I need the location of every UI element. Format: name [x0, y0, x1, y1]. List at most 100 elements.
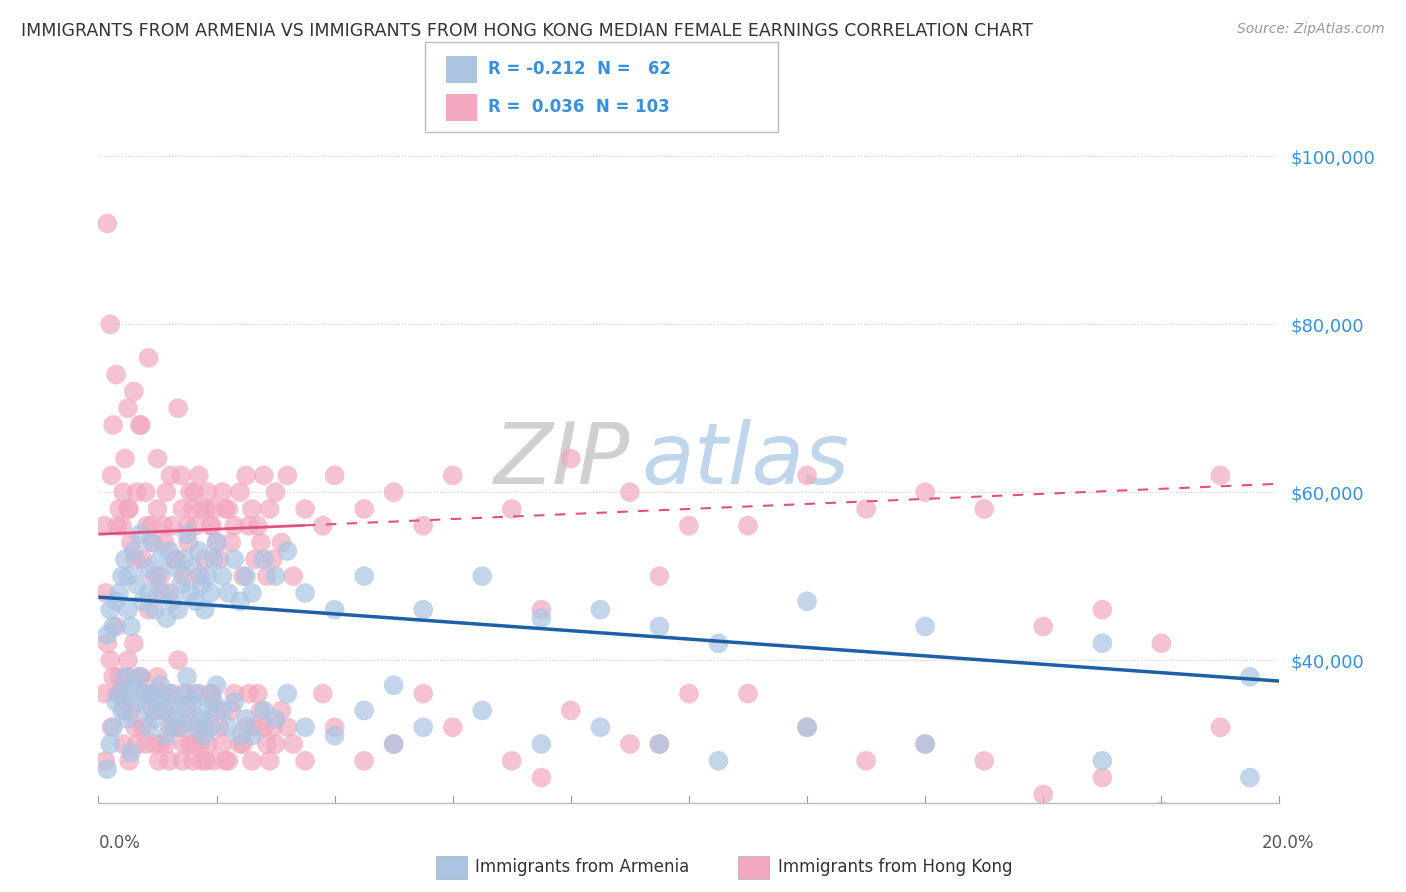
Point [1032, 619, 1054, 633]
Point [187, 468, 209, 483]
Point [165, 720, 187, 734]
Point [103, 670, 125, 684]
Point [973, 754, 995, 768]
Point [191, 577, 214, 591]
Point [179, 586, 201, 600]
Point [796, 594, 818, 608]
Point [138, 603, 160, 617]
Point [173, 552, 195, 566]
Point [707, 754, 730, 768]
Point [796, 720, 818, 734]
Point [855, 502, 877, 516]
Point [200, 687, 222, 701]
Point [197, 703, 219, 717]
Point [283, 569, 305, 583]
Point [124, 720, 146, 734]
Point [125, 485, 148, 500]
Point [112, 737, 135, 751]
Point [276, 687, 298, 701]
Point [94, 586, 117, 600]
Point [105, 594, 128, 608]
Point [94, 754, 117, 768]
Point [188, 569, 211, 583]
Point [105, 695, 128, 709]
Point [197, 485, 219, 500]
Point [202, 552, 225, 566]
Point [202, 754, 225, 768]
Point [560, 451, 582, 466]
Point [184, 687, 207, 701]
Point [441, 468, 464, 483]
Point [108, 687, 131, 701]
Point [129, 670, 152, 684]
Point [1239, 771, 1261, 785]
Point [253, 468, 276, 483]
Point [138, 720, 160, 734]
Point [214, 502, 236, 516]
Point [191, 754, 214, 768]
Point [167, 653, 190, 667]
Point [221, 535, 243, 549]
Point [176, 687, 198, 701]
Point [111, 687, 134, 701]
Point [120, 703, 142, 717]
Point [238, 518, 260, 533]
Point [471, 703, 494, 717]
Point [152, 586, 174, 600]
Point [184, 594, 207, 608]
Point [122, 678, 145, 692]
Point [589, 720, 612, 734]
Point [117, 653, 139, 667]
Point [205, 678, 228, 692]
Point [202, 695, 225, 709]
Point [246, 518, 269, 533]
Point [98, 653, 121, 667]
Point [229, 729, 252, 743]
Point [619, 485, 641, 500]
Point [194, 502, 217, 516]
Point [157, 754, 180, 768]
Point [253, 720, 276, 734]
Point [141, 687, 163, 701]
Point [619, 737, 641, 751]
Point [412, 720, 434, 734]
Point [217, 720, 239, 734]
Point [98, 318, 121, 332]
Point [648, 737, 671, 751]
Point [1150, 636, 1173, 650]
Point [208, 552, 231, 566]
Point [155, 611, 177, 625]
Point [176, 527, 198, 541]
Point [143, 603, 166, 617]
Point [914, 737, 936, 751]
Point [224, 695, 246, 709]
Point [118, 754, 141, 768]
Point [211, 485, 233, 500]
Point [914, 619, 936, 633]
Point [98, 737, 121, 751]
Point [240, 586, 263, 600]
Point [146, 569, 169, 583]
Point [114, 670, 136, 684]
Point [100, 720, 122, 734]
Point [353, 754, 375, 768]
Point [1032, 788, 1054, 802]
Point [96, 762, 118, 776]
Point [197, 569, 219, 583]
Point [323, 729, 346, 743]
Point [201, 687, 224, 701]
Point [149, 552, 172, 566]
Point [167, 720, 190, 734]
Point [264, 737, 287, 751]
Point [707, 636, 730, 650]
Point [221, 703, 243, 717]
Point [128, 670, 150, 684]
Point [173, 737, 195, 751]
Point [146, 670, 169, 684]
Point [122, 544, 145, 558]
Point [312, 518, 335, 533]
Point [122, 384, 145, 399]
Point [181, 695, 204, 709]
Text: Immigrants from Hong Kong: Immigrants from Hong Kong [778, 858, 1012, 876]
Point [382, 737, 405, 751]
